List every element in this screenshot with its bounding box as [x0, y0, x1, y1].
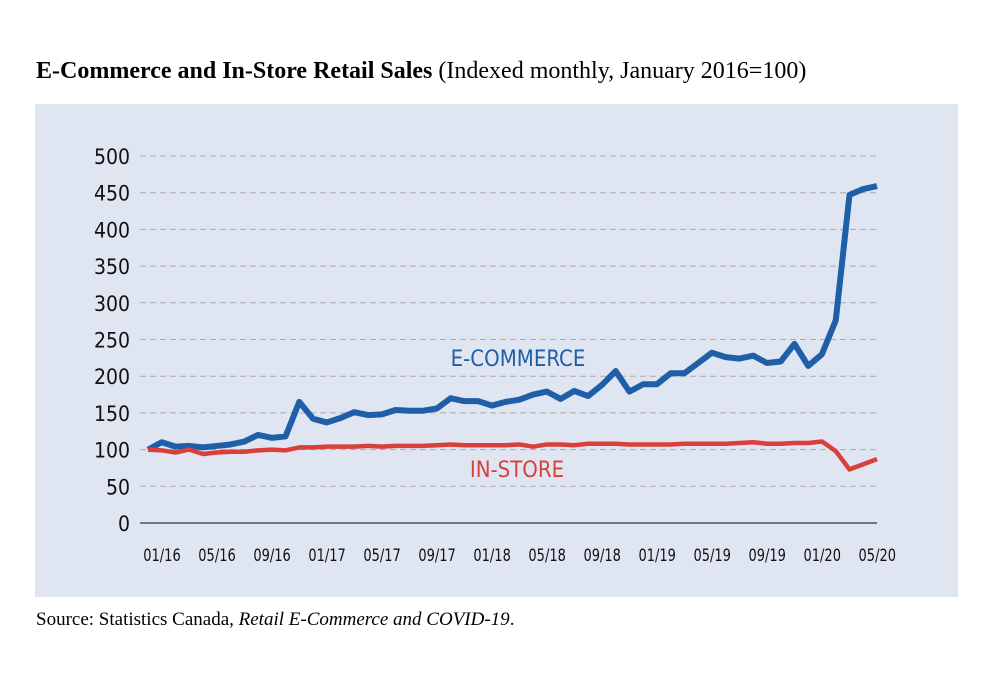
- y-tick-label: 500: [94, 145, 130, 169]
- x-tick-label: 01/20: [804, 545, 841, 565]
- y-tick-label: 200: [94, 365, 130, 389]
- x-tick-label: 05/17: [363, 545, 400, 565]
- x-tick-label: 05/20: [859, 545, 896, 565]
- x-tick-label: 09/16: [253, 545, 290, 565]
- x-tick-label: 01/16: [143, 545, 180, 565]
- line-1: [147, 439, 878, 472]
- x-tick-label: 01/18: [473, 545, 510, 565]
- x-tick-label: 01/19: [638, 545, 675, 565]
- y-tick-label: 50: [106, 475, 130, 499]
- y-tick-label: 300: [94, 292, 130, 316]
- source-text: Source: Statistics Canada,: [36, 609, 239, 630]
- series-label: E-COMMERCE: [451, 347, 586, 372]
- y-tick-label: 100: [94, 439, 130, 463]
- series-label: IN-STORE: [470, 458, 564, 483]
- panel: [35, 104, 958, 597]
- subtitle: (Indexed monthly, January 2016=100): [438, 58, 806, 84]
- title: E-Commerce and In-Store Retail Sales: [36, 58, 432, 84]
- y-tick-label: 250: [94, 329, 130, 353]
- y-tick-label: 350: [94, 255, 130, 279]
- line-0: [146, 183, 878, 453]
- x-tick-label: 01/17: [308, 545, 345, 565]
- y-tick-label: 450: [94, 182, 130, 206]
- x-tick-label: 09/18: [583, 545, 620, 565]
- x-tick-label: 05/19: [693, 545, 730, 565]
- source-end: .: [510, 609, 515, 630]
- y-tick-label: 0: [118, 512, 130, 536]
- source: Source: Statistics Canada, Retail E-Comm…: [36, 609, 514, 630]
- chart-title: E-Commerce and In-Store Retail Sales (In…: [36, 58, 806, 84]
- x-tick-label: 05/16: [198, 545, 235, 565]
- x-tick-label: 09/17: [418, 545, 455, 565]
- y-tick-label: 400: [94, 218, 130, 242]
- x-tick-label: 09/19: [749, 545, 786, 565]
- x-tick-label: 05/18: [528, 545, 565, 565]
- source-title: Retail E-Commerce and COVID-19: [238, 609, 511, 630]
- y-tick-label: 150: [94, 402, 130, 426]
